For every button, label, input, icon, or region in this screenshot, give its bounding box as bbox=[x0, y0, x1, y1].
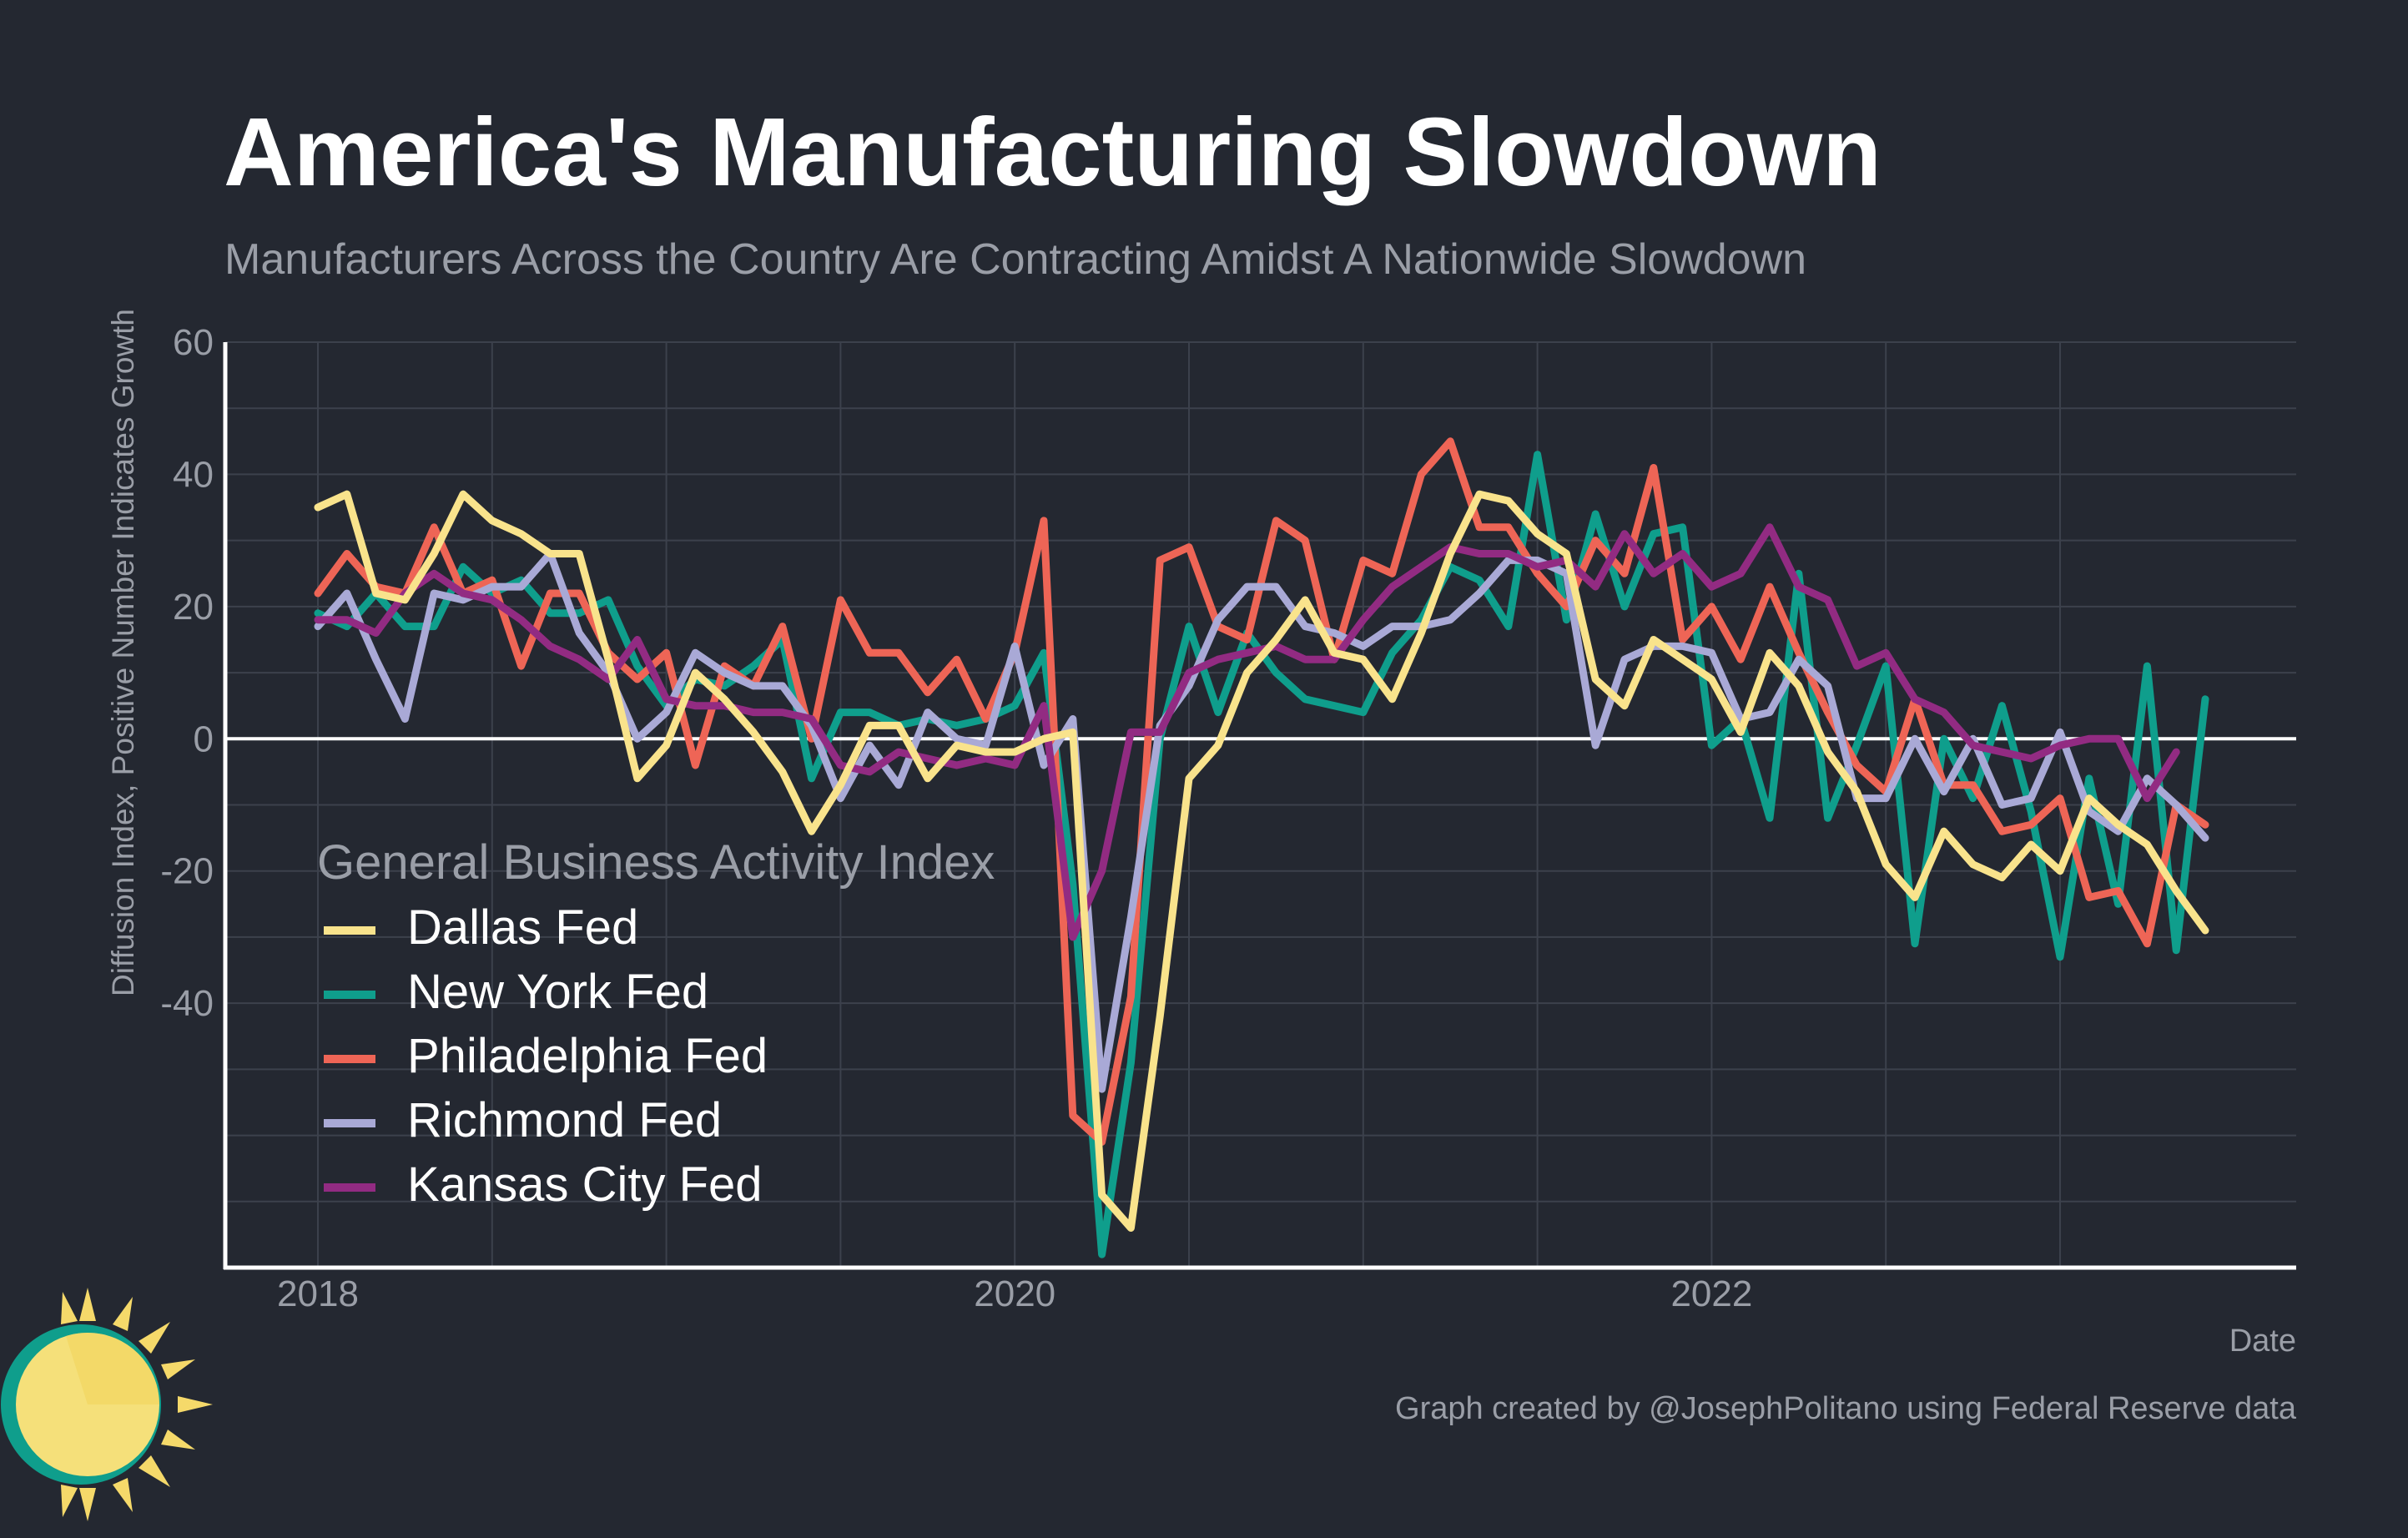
chart-subtitle: Manufacturers Across the Country Are Con… bbox=[224, 235, 1806, 284]
legend-label: Philadelphia Fed bbox=[407, 1029, 768, 1083]
legend-label: Kansas City Fed bbox=[407, 1157, 763, 1212]
x-tick-label: 2020 bbox=[974, 1273, 1055, 1314]
legend: General Business Activity Index Dallas F… bbox=[317, 835, 995, 1212]
caption: Graph created by @JosephPolitano using F… bbox=[1395, 1391, 2297, 1426]
y-tick-label: 40 bbox=[173, 454, 214, 495]
y-tick-label: -40 bbox=[160, 983, 214, 1024]
y-tick-labels: 60 40 20 0 -20 -40 bbox=[160, 322, 214, 1024]
sun-logo bbox=[1, 1288, 213, 1521]
y-tick-label: -20 bbox=[160, 851, 214, 892]
series-line-philadelphia-fed bbox=[314, 437, 2209, 1146]
y-tick-label: 60 bbox=[173, 322, 214, 363]
x-tick-labels: 2018 2020 2022 bbox=[277, 1273, 1752, 1314]
sun-shade-icon bbox=[66, 1332, 159, 1404]
sun-rays-icon bbox=[61, 1288, 213, 1521]
series-line-dallas-fed bbox=[314, 490, 2209, 1232]
legend-label: Richmond Fed bbox=[407, 1093, 722, 1147]
series-line-richmond-fed bbox=[314, 550, 2209, 1093]
legend-label: Dallas Fed bbox=[407, 900, 638, 955]
legend-label: New York Fed bbox=[407, 965, 708, 1019]
y-axis-label: Diffusion Index, Positive Number Indicat… bbox=[106, 309, 140, 996]
axes bbox=[223, 342, 2296, 1270]
x-axis-label: Date bbox=[2229, 1324, 2296, 1359]
x-tick-label: 2018 bbox=[277, 1273, 359, 1314]
x-tick-label: 2022 bbox=[1670, 1273, 1752, 1314]
y-tick-label: 20 bbox=[173, 587, 214, 628]
chart-title: America's Manufacturing Slowdown bbox=[224, 98, 1882, 206]
y-tick-label: 0 bbox=[194, 719, 214, 759]
series-line-kansas-city-fed bbox=[314, 523, 2180, 941]
legend-title: General Business Activity Index bbox=[317, 835, 995, 890]
series-lines bbox=[314, 437, 2209, 1258]
